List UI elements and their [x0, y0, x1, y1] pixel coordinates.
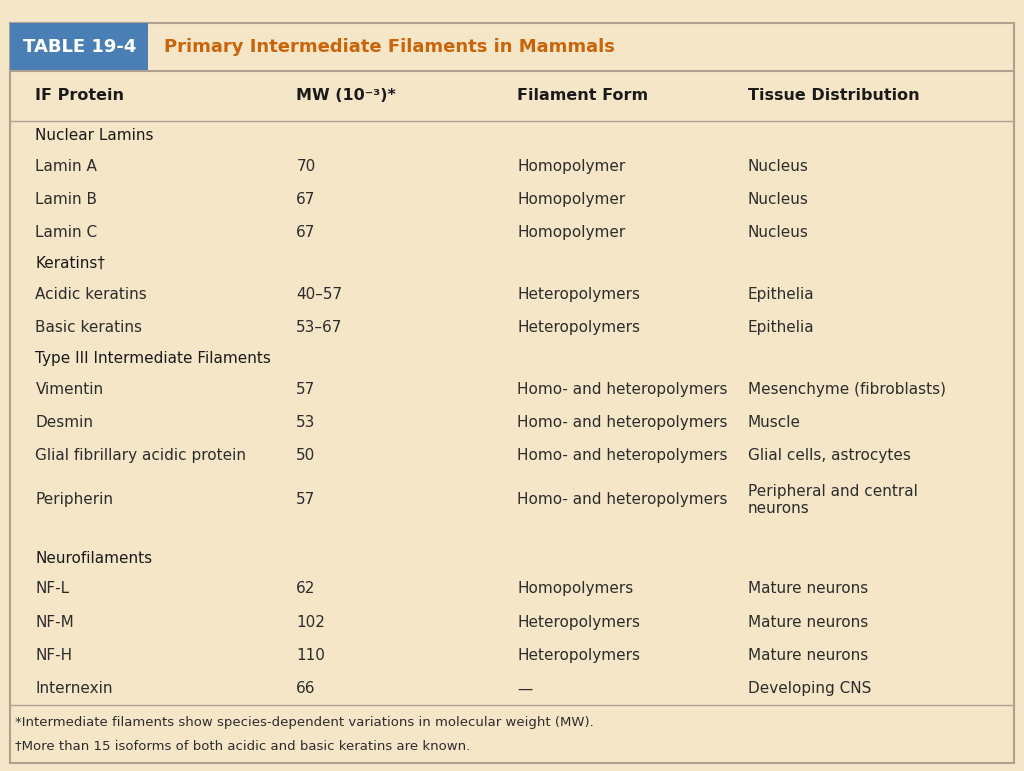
Text: †More than 15 isoforms of both acidic and basic keratins are known.: †More than 15 isoforms of both acidic an… [15, 739, 471, 752]
Text: Peripherin: Peripherin [36, 493, 114, 507]
Text: Homopolymer: Homopolymer [517, 225, 626, 240]
Text: 66: 66 [296, 682, 315, 696]
Text: NF-L: NF-L [36, 581, 70, 597]
Text: 57: 57 [296, 382, 315, 396]
Text: Homopolymer: Homopolymer [517, 159, 626, 173]
Text: Mature neurons: Mature neurons [748, 648, 868, 663]
Text: Epithelia: Epithelia [748, 320, 814, 335]
Text: Heteropolymers: Heteropolymers [517, 648, 640, 663]
Text: Glial fibrillary acidic protein: Glial fibrillary acidic protein [36, 448, 247, 463]
Text: Lamin A: Lamin A [36, 159, 97, 173]
Text: Heteropolymers: Heteropolymers [517, 287, 640, 301]
Text: Heteropolymers: Heteropolymers [517, 614, 640, 630]
Text: Epithelia: Epithelia [748, 287, 814, 301]
Text: Primary Intermediate Filaments in Mammals: Primary Intermediate Filaments in Mammal… [164, 38, 614, 56]
Text: Peripheral and central
neurons: Peripheral and central neurons [748, 483, 918, 516]
Text: Developing CNS: Developing CNS [748, 682, 871, 696]
Text: Type III Intermediate Filaments: Type III Intermediate Filaments [36, 351, 271, 365]
Text: Neurofilaments: Neurofilaments [36, 550, 153, 566]
Text: 102: 102 [296, 614, 326, 630]
Text: 53: 53 [296, 415, 315, 430]
Text: Vimentin: Vimentin [36, 382, 103, 396]
Text: —: — [517, 682, 532, 696]
Text: Filament Form: Filament Form [517, 89, 648, 103]
Text: Mature neurons: Mature neurons [748, 581, 868, 597]
Text: Lamin B: Lamin B [36, 192, 97, 207]
Text: Mesenchyme (fibroblasts): Mesenchyme (fibroblasts) [748, 382, 946, 396]
Text: Acidic keratins: Acidic keratins [36, 287, 147, 301]
Text: Basic keratins: Basic keratins [36, 320, 142, 335]
Text: 110: 110 [296, 648, 326, 663]
Text: Homo- and heteropolymers: Homo- and heteropolymers [517, 415, 728, 430]
Text: 50: 50 [296, 448, 315, 463]
Text: 70: 70 [296, 159, 315, 173]
Text: Keratins†: Keratins† [36, 256, 105, 271]
Text: *Intermediate filaments show species-dependent variations in molecular weight (M: *Intermediate filaments show species-dep… [15, 716, 594, 729]
Text: 57: 57 [296, 493, 315, 507]
Text: Glial cells, astrocytes: Glial cells, astrocytes [748, 448, 910, 463]
Text: IF Protein: IF Protein [36, 89, 125, 103]
Text: Lamin C: Lamin C [36, 225, 97, 240]
Text: Desmin: Desmin [36, 415, 93, 430]
Text: 53–67: 53–67 [296, 320, 343, 335]
Text: 40–57: 40–57 [296, 287, 342, 301]
Text: Nucleus: Nucleus [748, 192, 809, 207]
FancyBboxPatch shape [10, 23, 148, 71]
Text: 62: 62 [296, 581, 315, 597]
Text: Tissue Distribution: Tissue Distribution [748, 89, 920, 103]
Text: Homopolymers: Homopolymers [517, 581, 634, 597]
Text: MW (10⁻³)*: MW (10⁻³)* [296, 89, 396, 103]
Text: Homopolymer: Homopolymer [517, 192, 626, 207]
Text: Muscle: Muscle [748, 415, 801, 430]
Text: Heteropolymers: Heteropolymers [517, 320, 640, 335]
Text: Homo- and heteropolymers: Homo- and heteropolymers [517, 382, 728, 396]
Text: Nuclear Lamins: Nuclear Lamins [36, 128, 154, 143]
Text: NF-H: NF-H [36, 648, 73, 663]
Text: Homo- and heteropolymers: Homo- and heteropolymers [517, 493, 728, 507]
Text: NF-M: NF-M [36, 614, 74, 630]
Text: Internexin: Internexin [36, 682, 113, 696]
Text: 67: 67 [296, 192, 315, 207]
Text: Homo- and heteropolymers: Homo- and heteropolymers [517, 448, 728, 463]
Text: TABLE 19-4: TABLE 19-4 [23, 38, 136, 56]
Text: Mature neurons: Mature neurons [748, 614, 868, 630]
Text: Nucleus: Nucleus [748, 159, 809, 173]
Text: 67: 67 [296, 225, 315, 240]
Text: Nucleus: Nucleus [748, 225, 809, 240]
